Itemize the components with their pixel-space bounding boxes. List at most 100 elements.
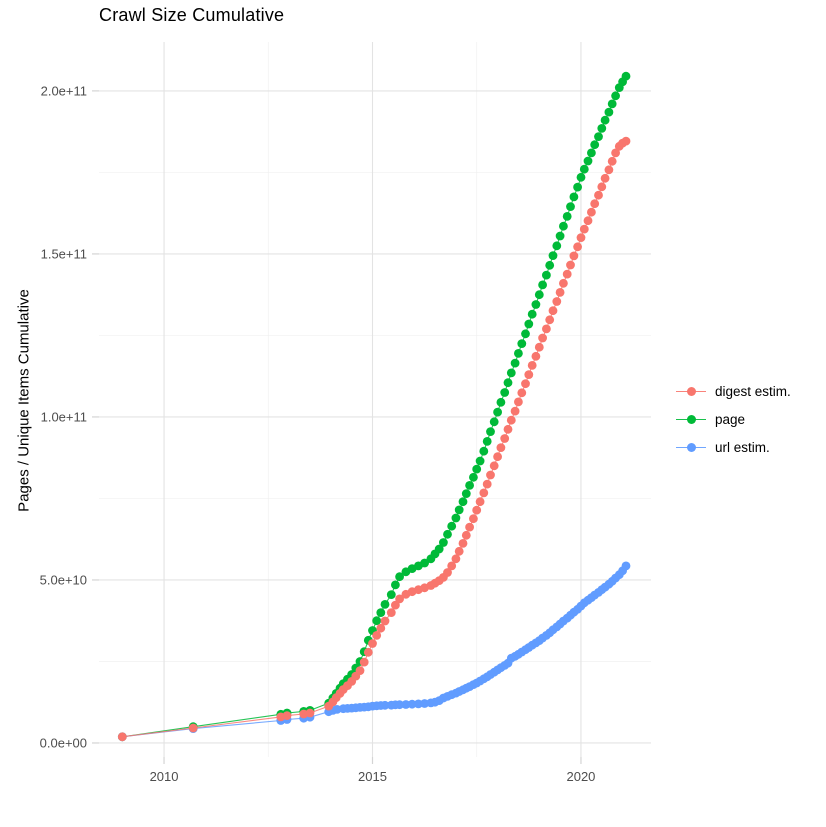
data-point <box>458 497 468 507</box>
y-axis-title: Pages / Unique Items Cumulative <box>15 289 33 512</box>
data-point <box>576 233 586 243</box>
data-point <box>597 182 607 192</box>
data-point <box>500 388 510 397</box>
data-point <box>594 190 603 200</box>
data-point <box>372 616 382 626</box>
data-point <box>517 339 527 348</box>
data-point <box>611 148 620 158</box>
data-point <box>524 370 534 379</box>
data-point <box>447 561 457 571</box>
data-point <box>482 437 492 446</box>
legend-key-dot-icon <box>676 442 706 452</box>
data-point <box>391 600 400 610</box>
data-point <box>506 368 516 378</box>
data-point <box>475 456 485 466</box>
legend-item-digest-estim: digest estim. <box>676 377 791 405</box>
data-point <box>503 424 513 434</box>
data-point <box>510 358 520 368</box>
y-tick-label: 2.0e+11 <box>41 83 87 98</box>
data-point <box>496 443 506 452</box>
data-point <box>420 558 429 568</box>
data-point <box>597 123 607 133</box>
data-point <box>538 333 547 343</box>
data-point <box>493 407 502 417</box>
data-point <box>355 666 365 675</box>
y-tick-label: 0.0e+00 <box>40 735 87 750</box>
data-point <box>479 446 489 456</box>
series-url-estim <box>117 561 631 742</box>
data-point <box>524 319 534 329</box>
data-point <box>454 546 464 556</box>
data-point <box>600 115 610 125</box>
data-point <box>521 379 530 389</box>
data-point <box>401 700 411 709</box>
data-point <box>282 711 292 720</box>
data-point <box>534 342 544 352</box>
y-tick-label: 1.5e+11 <box>41 246 87 261</box>
data-point <box>555 231 565 241</box>
data-point <box>573 182 582 192</box>
data-point <box>542 324 551 334</box>
data-point <box>451 554 461 564</box>
data-point <box>611 91 620 101</box>
data-point <box>514 349 523 358</box>
data-point <box>451 513 461 523</box>
data-point <box>386 608 396 617</box>
data-point <box>117 732 127 742</box>
data-point <box>489 461 499 471</box>
data-point <box>562 212 572 221</box>
data-point <box>465 522 474 532</box>
data-point <box>587 148 596 158</box>
data-point <box>439 538 448 547</box>
data-point <box>552 297 562 306</box>
data-point <box>475 497 485 507</box>
legend-item-page: page <box>676 405 791 433</box>
data-point <box>583 156 593 166</box>
legend-label: url estim. <box>715 439 770 455</box>
data-point <box>510 406 520 416</box>
data-point <box>538 280 547 290</box>
data-point <box>621 561 631 571</box>
data-point <box>472 505 482 515</box>
data-point <box>506 415 516 425</box>
data-point <box>363 647 373 657</box>
data-point <box>372 631 382 640</box>
data-point <box>395 572 404 582</box>
data-point <box>579 164 589 174</box>
data-point <box>479 488 489 498</box>
data-point <box>380 616 390 626</box>
data-point <box>621 71 631 81</box>
legend-key-dot-icon <box>676 386 706 396</box>
data-point <box>407 699 417 709</box>
legend-key-dot-icon <box>676 414 706 424</box>
data-point <box>559 278 568 288</box>
data-point <box>579 224 589 234</box>
data-point <box>395 594 404 604</box>
grid-minor <box>99 42 651 757</box>
x-tick-label: 2020 <box>566 769 595 784</box>
data-point <box>607 156 617 166</box>
data-point <box>521 329 530 339</box>
data-point <box>443 568 452 577</box>
axis-ticks <box>92 90 582 764</box>
data-point <box>548 251 558 260</box>
data-point <box>486 470 495 480</box>
data-point <box>527 309 537 319</box>
data-point <box>517 388 527 398</box>
data-point <box>573 242 582 252</box>
data-point <box>576 172 586 182</box>
data-point <box>548 306 558 316</box>
data-point <box>607 99 617 109</box>
data-point <box>587 207 596 217</box>
data-point <box>461 530 471 540</box>
data-point <box>469 472 478 482</box>
data-point <box>531 351 541 361</box>
grid-major <box>99 42 651 757</box>
data-point <box>590 140 600 150</box>
data-point <box>461 489 471 498</box>
y-tick-label: 1.0e+11 <box>41 409 87 424</box>
data-point <box>458 539 468 548</box>
data-point <box>391 580 400 590</box>
data-point <box>376 623 386 633</box>
